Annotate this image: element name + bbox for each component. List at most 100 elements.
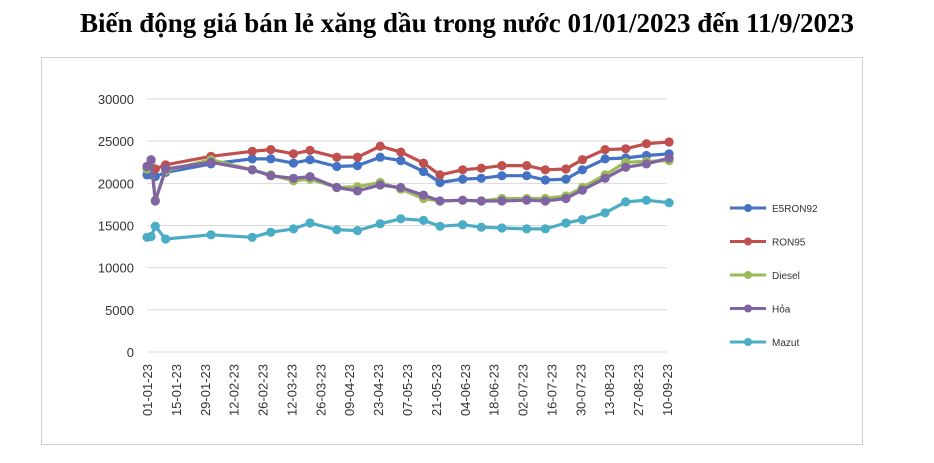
- data-point: [641, 159, 652, 169]
- data-point: [288, 158, 299, 168]
- legend-item: Mazut: [730, 338, 799, 349]
- legend-item: Diesel: [730, 271, 800, 282]
- y-axis-tick-labels: 0 5000 10000 15000 20000 25000 30000: [98, 92, 134, 360]
- legend-swatch-marker: [744, 271, 752, 279]
- data-point: [305, 218, 315, 228]
- data-point: [600, 145, 610, 155]
- data-point: [150, 196, 160, 206]
- y-tick-label: 20000: [98, 176, 134, 191]
- data-point: [375, 219, 385, 229]
- data-point: [206, 230, 216, 240]
- data-point: [305, 155, 315, 165]
- data-point: [561, 174, 571, 184]
- data-point: [418, 158, 429, 168]
- data-point: [266, 154, 276, 164]
- data-point: [332, 161, 342, 172]
- legend-swatch-marker: [744, 304, 752, 313]
- data-point: [375, 141, 385, 151]
- data-point: [352, 152, 363, 162]
- data-point: [540, 196, 550, 206]
- data-point: [435, 196, 445, 206]
- data-point: [146, 231, 156, 242]
- data-point: [458, 220, 468, 230]
- y-tick-label: 30000: [98, 92, 134, 107]
- data-point: [247, 232, 257, 242]
- data-point: [561, 164, 571, 174]
- data-point: [577, 165, 588, 175]
- legend-swatch-marker: [744, 338, 752, 346]
- data-point: [641, 195, 652, 205]
- data-point: [375, 180, 385, 190]
- data-point: [266, 145, 276, 155]
- data-point: [621, 144, 631, 154]
- series-line: [146, 198, 670, 241]
- data-point: [146, 155, 156, 165]
- data-point: [561, 218, 571, 228]
- data-point: [150, 221, 160, 231]
- series-mazut: [142, 195, 674, 244]
- x-tick-label: 15-01-23: [169, 364, 184, 416]
- x-tick-label: 26-03-23: [313, 364, 328, 416]
- data-point: [266, 227, 276, 237]
- data-point: [418, 166, 429, 177]
- data-point: [664, 137, 674, 147]
- x-tick-label: 27-08-23: [631, 364, 646, 416]
- data-point: [497, 161, 507, 171]
- data-point: [435, 170, 445, 180]
- data-point: [352, 161, 363, 171]
- data-point: [476, 196, 486, 206]
- data-point: [352, 186, 363, 196]
- data-point: [396, 182, 406, 193]
- y-tick-label: 10000: [98, 261, 134, 276]
- data-point: [396, 156, 406, 166]
- data-point: [621, 197, 631, 207]
- data-point: [476, 222, 486, 232]
- data-point: [161, 164, 171, 174]
- data-point: [522, 224, 532, 234]
- data-point: [497, 223, 507, 233]
- data-point: [540, 165, 550, 175]
- data-point: [600, 154, 610, 164]
- data-point: [497, 171, 507, 181]
- y-tick-label: 25000: [98, 134, 134, 149]
- data-point: [206, 157, 216, 167]
- data-point: [540, 175, 550, 185]
- legend-label: Mazut: [772, 338, 799, 349]
- series-line: [147, 152, 670, 185]
- x-tick-label: 04-06-23: [458, 364, 473, 416]
- y-tick-label: 0: [127, 345, 134, 360]
- x-tick-label: 21-05-23: [429, 364, 444, 416]
- legend-label: RON95: [772, 238, 806, 249]
- data-point: [247, 165, 257, 175]
- data-point: [458, 165, 468, 175]
- data-point: [458, 195, 468, 205]
- series-lines: [142, 137, 674, 244]
- x-tick-label: 30-07-23: [573, 364, 588, 416]
- data-point: [142, 161, 152, 172]
- line-chart: 0 5000 10000 15000 20000 25000 30000 01-01-23 1…: [98, 92, 818, 416]
- data-point: [577, 215, 588, 225]
- x-tick-label: 23-04-23: [371, 364, 386, 416]
- data-point: [332, 182, 342, 193]
- data-point: [332, 152, 342, 162]
- data-point: [266, 171, 276, 181]
- data-point: [396, 147, 406, 157]
- data-point: [664, 153, 674, 163]
- data-point: [161, 234, 171, 244]
- data-point: [540, 224, 550, 234]
- data-point: [641, 139, 652, 149]
- x-tick-label: 10-09-23: [660, 364, 675, 416]
- data-point: [418, 190, 429, 200]
- data-point: [621, 162, 631, 172]
- legend-item: Hỏa: [730, 304, 791, 316]
- legend-item: RON95: [730, 237, 806, 249]
- x-tick-label: 02-07-23: [516, 364, 531, 416]
- data-point: [577, 155, 588, 165]
- chart-frame: 0 5000 10000 15000 20000 25000 30000 01-01-23 1…: [41, 57, 863, 445]
- legend-swatch-marker: [744, 237, 752, 246]
- series-ron95: [142, 137, 674, 180]
- x-tick-label: 13-08-23: [602, 364, 617, 416]
- data-point: [288, 224, 299, 234]
- x-tick-label: 12-02-23: [227, 364, 242, 416]
- data-point: [435, 177, 445, 188]
